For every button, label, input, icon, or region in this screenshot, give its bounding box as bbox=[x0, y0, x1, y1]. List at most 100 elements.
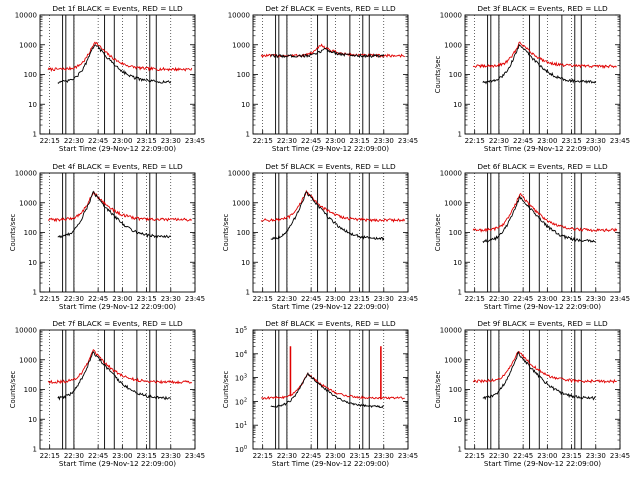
plot-frame bbox=[252, 329, 409, 450]
y-tick-label: 10000 bbox=[15, 327, 37, 335]
series-line-lld bbox=[260, 43, 405, 59]
x-tick-label: 23:15 bbox=[349, 452, 369, 460]
y-tick-label: 1000 bbox=[444, 41, 462, 49]
panel-title: Det 3f BLACK = Events, RED = LLD bbox=[477, 4, 608, 13]
series-line-lld bbox=[472, 351, 617, 384]
x-tick-label: 22:45 bbox=[88, 452, 108, 460]
y-tick-label: 10000 bbox=[15, 170, 37, 178]
x-tick-label: 23:30 bbox=[374, 295, 394, 303]
plot-frame bbox=[39, 329, 196, 450]
x-axis-label: Start Time (29-Nov-12 22:09:00) bbox=[484, 302, 601, 311]
y-tick-label: 10 bbox=[28, 101, 37, 109]
x-tick-label: 23:30 bbox=[374, 452, 394, 460]
plot-frame bbox=[464, 329, 621, 450]
series-line-events bbox=[482, 195, 597, 244]
x-tick-label: 23:00 bbox=[325, 452, 345, 460]
y-tick-label: 100 bbox=[24, 386, 37, 394]
plot-frame bbox=[39, 14, 196, 135]
series-group bbox=[472, 192, 618, 244]
x-axis-label: Start Time (29-Nov-12 22:09:00) bbox=[272, 144, 389, 153]
y-tick-label: 10000 bbox=[440, 170, 462, 178]
x-tick-label: 22:30 bbox=[64, 295, 84, 303]
y-tick-label: 105 bbox=[235, 326, 247, 335]
x-axis-label: Start Time (29-Nov-12 22:09:00) bbox=[484, 459, 601, 468]
x-tick-label: 23:45 bbox=[398, 137, 418, 145]
x-tick-label: 23:15 bbox=[349, 137, 369, 145]
y-tick-label: 1000 bbox=[444, 356, 462, 364]
y-tick-label: 102 bbox=[235, 397, 247, 406]
x-tick-label: 22:30 bbox=[489, 295, 509, 303]
y-tick-label: 101 bbox=[235, 421, 247, 430]
series-line-lld bbox=[472, 192, 618, 233]
panel-det1f: Det 1f BLACK = Events, RED = LLD 1 10 100 10… bbox=[15, 4, 205, 153]
y-axis-label: Counts/sec bbox=[434, 56, 442, 94]
x-tick-label: 22:15 bbox=[465, 452, 485, 460]
x-tick-label: 23:30 bbox=[161, 295, 181, 303]
y-tick-label: 1000 bbox=[19, 356, 37, 364]
x-tick-label: 22:45 bbox=[88, 137, 108, 145]
y-tick-label: 10000 bbox=[15, 12, 37, 20]
x-tick-label: 22:15 bbox=[465, 295, 485, 303]
x-tick-label: 22:15 bbox=[40, 452, 60, 460]
y-tick-label: 10 bbox=[453, 101, 462, 109]
y-axis-label: Counts/sec bbox=[9, 214, 17, 252]
x-tick-label: 23:00 bbox=[112, 295, 132, 303]
y-tick-label: 1000 bbox=[444, 199, 462, 207]
x-tick-label: 23:30 bbox=[374, 137, 394, 145]
y-tick-label: 1 bbox=[458, 131, 462, 139]
x-tick-label: 23:30 bbox=[161, 452, 181, 460]
panel-det5f: Det 5f BLACK = Events, RED = LLD 1 10 100 10… bbox=[222, 162, 418, 311]
panel-det7f: Det 7f BLACK = Events, RED = LLD 1 10 100 10… bbox=[9, 319, 205, 468]
series-line-lld bbox=[472, 41, 617, 69]
series-line-lld bbox=[47, 191, 193, 223]
x-tick-label: 23:45 bbox=[185, 295, 205, 303]
y-tick-label: 1 bbox=[33, 446, 37, 454]
y-tick-label: 103 bbox=[235, 374, 247, 383]
y-tick-label: 104 bbox=[235, 350, 247, 359]
series-group bbox=[260, 43, 405, 59]
x-tick-label: 22:30 bbox=[277, 295, 297, 303]
series-group bbox=[260, 189, 406, 242]
x-tick-label: 23:45 bbox=[185, 452, 205, 460]
x-tick-label: 23:00 bbox=[325, 295, 345, 303]
series-line-lld bbox=[47, 348, 193, 385]
plot-frame bbox=[464, 14, 621, 135]
y-tick-label: 1000 bbox=[19, 41, 37, 49]
y-tick-label: 10000 bbox=[228, 12, 250, 20]
x-tick-label: 22:30 bbox=[277, 452, 297, 460]
x-tick-label: 23:45 bbox=[610, 295, 630, 303]
y-tick-exponent: 1 bbox=[244, 421, 247, 427]
series-line-events bbox=[57, 190, 172, 239]
x-tick-label: 23:30 bbox=[586, 452, 606, 460]
y-tick-label: 1 bbox=[458, 289, 462, 297]
x-tick-label: 23:00 bbox=[325, 137, 345, 145]
x-tick-label: 23:00 bbox=[537, 137, 557, 145]
panel-title: Det 4f BLACK = Events, RED = LLD bbox=[52, 162, 183, 171]
x-tick-label: 22:15 bbox=[253, 452, 273, 460]
y-tick-label: 10 bbox=[241, 259, 250, 267]
y-tick-label: 10000 bbox=[440, 327, 462, 335]
y-tick-label: 100 bbox=[237, 71, 250, 79]
x-tick-label: 22:45 bbox=[88, 295, 108, 303]
x-tick-label: 22:45 bbox=[301, 295, 321, 303]
y-axis-label: Counts/sec bbox=[9, 371, 17, 409]
x-tick-label: 23:15 bbox=[136, 452, 156, 460]
y-tick-label: 100 bbox=[235, 445, 247, 454]
y-tick-label: 1000 bbox=[19, 199, 37, 207]
x-tick-label: 22:45 bbox=[301, 137, 321, 145]
x-tick-label: 23:00 bbox=[537, 295, 557, 303]
y-tick-label: 10 bbox=[28, 416, 37, 424]
x-tick-label: 23:15 bbox=[136, 137, 156, 145]
x-axis-label: Start Time (29-Nov-12 22:09:00) bbox=[272, 302, 389, 311]
y-tick-label: 1000 bbox=[232, 199, 250, 207]
plot-frame bbox=[464, 172, 621, 293]
x-tick-label: 22:15 bbox=[40, 137, 60, 145]
x-tick-label: 23:30 bbox=[586, 295, 606, 303]
y-tick-label: 100 bbox=[237, 229, 250, 237]
y-tick-exponent: 0 bbox=[244, 445, 247, 451]
y-tick-label: 1000 bbox=[232, 41, 250, 49]
x-tick-label: 22:30 bbox=[64, 452, 84, 460]
y-tick-exponent: 5 bbox=[244, 326, 247, 332]
y-tick-label: 10 bbox=[453, 416, 462, 424]
